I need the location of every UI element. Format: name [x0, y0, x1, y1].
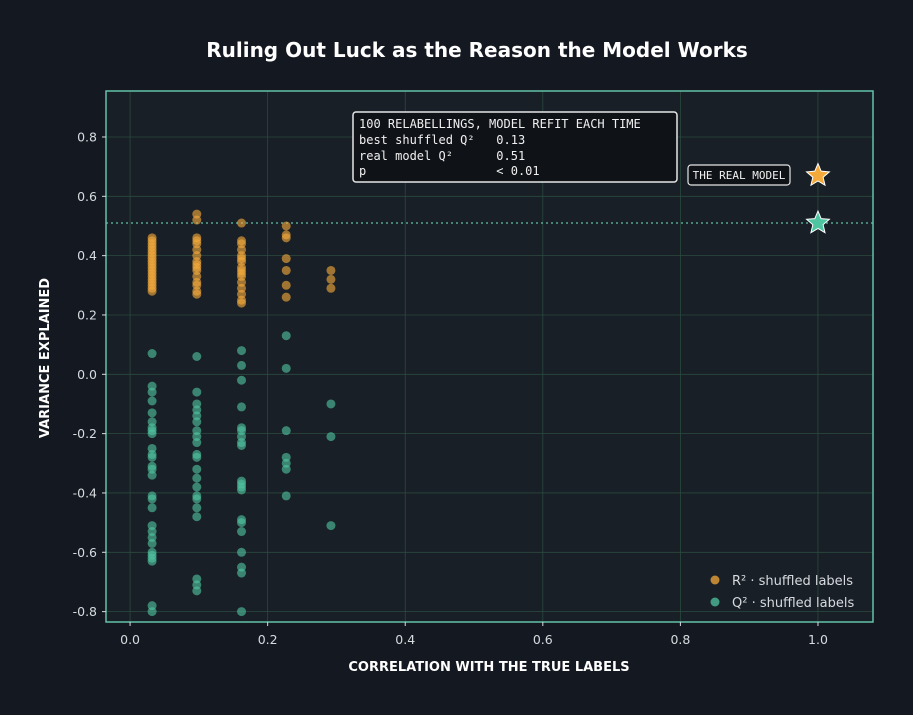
q2-shuffled-point — [147, 538, 157, 548]
real-model-q2-star — [805, 209, 831, 234]
r2-shuffled-point — [326, 274, 336, 284]
q2-shuffled-point — [147, 429, 157, 439]
q2-shuffled-point — [237, 346, 247, 356]
y-tick-label: -0.4 — [73, 485, 97, 500]
x-tick-label: 0.6 — [533, 632, 553, 647]
q2-shuffled-point — [192, 512, 202, 522]
q2-shuffled-point — [281, 491, 291, 501]
q2-shuffled-point — [192, 482, 202, 492]
x-tick-label: 0.8 — [670, 632, 690, 647]
q2-shuffled-point — [147, 452, 157, 462]
y-tick-label: 0.2 — [77, 307, 97, 322]
stats-annotation-frame — [352, 111, 678, 183]
q2-shuffled-point — [281, 331, 291, 341]
q2-shuffled-point — [237, 527, 247, 537]
q2-shuffled-point — [237, 518, 247, 528]
r2-shuffled-point — [326, 283, 336, 293]
q2-shuffled-point — [192, 503, 202, 513]
y-tick-label: -0.2 — [73, 426, 97, 441]
q2-shuffled-point — [192, 387, 202, 397]
annotation-line-1: 100 RELABELLINGS, MODEL REFIT EACH TIME — [359, 117, 641, 131]
real-model-label-frame — [687, 164, 791, 186]
x-tick-label: 1.0 — [808, 632, 828, 647]
y-axis-ticks: -0.8 -0.6 -0.4 -0.2 0.0 0.2 0.4 0.6 0.8 — [73, 129, 106, 619]
data-points — [147, 209, 336, 617]
real-model-label-box: THE REAL MODEL — [687, 164, 791, 186]
q2-shuffled-point — [192, 417, 202, 427]
stats-annotation-box: 100 RELABELLINGS, MODEL REFIT EACH TIME … — [352, 111, 678, 183]
legend-r2-marker — [710, 575, 720, 585]
r2-shuffled-point — [147, 286, 157, 296]
real-model-markers — [805, 162, 831, 234]
annotation-line-4: p < 0.01 — [359, 164, 540, 178]
r2-shuffled-point — [192, 289, 202, 299]
q2-shuffled-point — [147, 387, 157, 397]
q2-shuffled-point — [147, 349, 157, 359]
q2-shuffled-point — [237, 402, 247, 412]
q2-shuffled-point — [192, 352, 202, 361]
q2-shuffled-point — [326, 432, 336, 442]
q2-shuffled-point — [237, 360, 247, 370]
q2-shuffled-point — [147, 470, 157, 480]
q2-shuffled-point — [281, 363, 291, 373]
r2-shuffled-point — [281, 292, 291, 302]
q2-shuffled-point — [237, 440, 247, 450]
chart-title: Ruling Out Luck as the Reason the Model … — [206, 38, 748, 62]
legend-q2-label: Q² · shuffled labels — [732, 596, 854, 611]
q2-shuffled-point — [237, 568, 247, 578]
q2-shuffled-point — [237, 547, 247, 557]
y-tick-label: 0.8 — [77, 129, 97, 144]
q2-shuffled-point — [192, 438, 202, 448]
legend-r2-label: R² · shuffled labels — [732, 574, 853, 589]
legend: R² · shuffled labels Q² · shuffled label… — [710, 574, 854, 611]
q2-shuffled-point — [147, 556, 157, 566]
q2-shuffled-point — [326, 521, 336, 531]
x-axis-label: CORRELATION WITH THE TRUE LABELS — [348, 660, 629, 675]
y-axis-label: VARIANCE EXPLAINED — [38, 278, 53, 438]
r2-shuffled-point — [237, 218, 247, 228]
q2-shuffled-point — [147, 494, 157, 504]
r2-shuffled-point — [237, 298, 247, 308]
real-model-r2-star — [805, 162, 831, 187]
q2-shuffled-point — [237, 485, 247, 495]
y-tick-label: 0.0 — [77, 367, 97, 382]
x-tick-label: 0.0 — [120, 632, 140, 647]
q2-shuffled-point — [147, 607, 157, 617]
x-axis-ticks: 0.0 0.2 0.4 0.6 0.8 1.0 — [120, 622, 828, 647]
q2-shuffled-point — [237, 607, 247, 617]
r2-shuffled-point — [326, 265, 336, 275]
y-tick-label: 0.4 — [77, 248, 97, 263]
q2-shuffled-point — [147, 396, 157, 406]
r2-shuffled-point — [281, 221, 291, 231]
q2-shuffled-point — [326, 399, 336, 409]
legend-q2-marker — [710, 597, 720, 607]
q2-shuffled-point — [192, 452, 202, 462]
q2-shuffled-point — [147, 408, 157, 418]
q2-shuffled-point — [281, 426, 291, 436]
annotation-line-3: real model Q² 0.51 — [359, 149, 525, 163]
q2-shuffled-point — [192, 586, 202, 596]
r2-shuffled-point — [281, 265, 291, 275]
y-tick-label: -0.8 — [73, 604, 97, 619]
q2-shuffled-point — [281, 464, 291, 474]
y-tick-label: 0.6 — [77, 189, 97, 204]
annotation-line-2: best shuffled Q² 0.13 — [359, 133, 525, 147]
y-tick-label: -0.6 — [73, 545, 97, 560]
x-tick-label: 0.4 — [395, 632, 415, 647]
real-model-label: THE REAL MODEL — [693, 169, 786, 182]
q2-shuffled-point — [192, 473, 202, 483]
q2-shuffled-point — [192, 464, 202, 474]
r2-shuffled-point — [281, 233, 291, 243]
q2-shuffled-point — [192, 494, 202, 504]
r2-shuffled-point — [192, 215, 202, 225]
r2-shuffled-point — [281, 254, 291, 264]
q2-shuffled-point — [147, 503, 157, 513]
plot-frame — [105, 90, 874, 623]
r2-shuffled-point — [281, 280, 291, 290]
q2-shuffled-point — [237, 375, 247, 385]
x-tick-label: 0.2 — [258, 632, 278, 647]
